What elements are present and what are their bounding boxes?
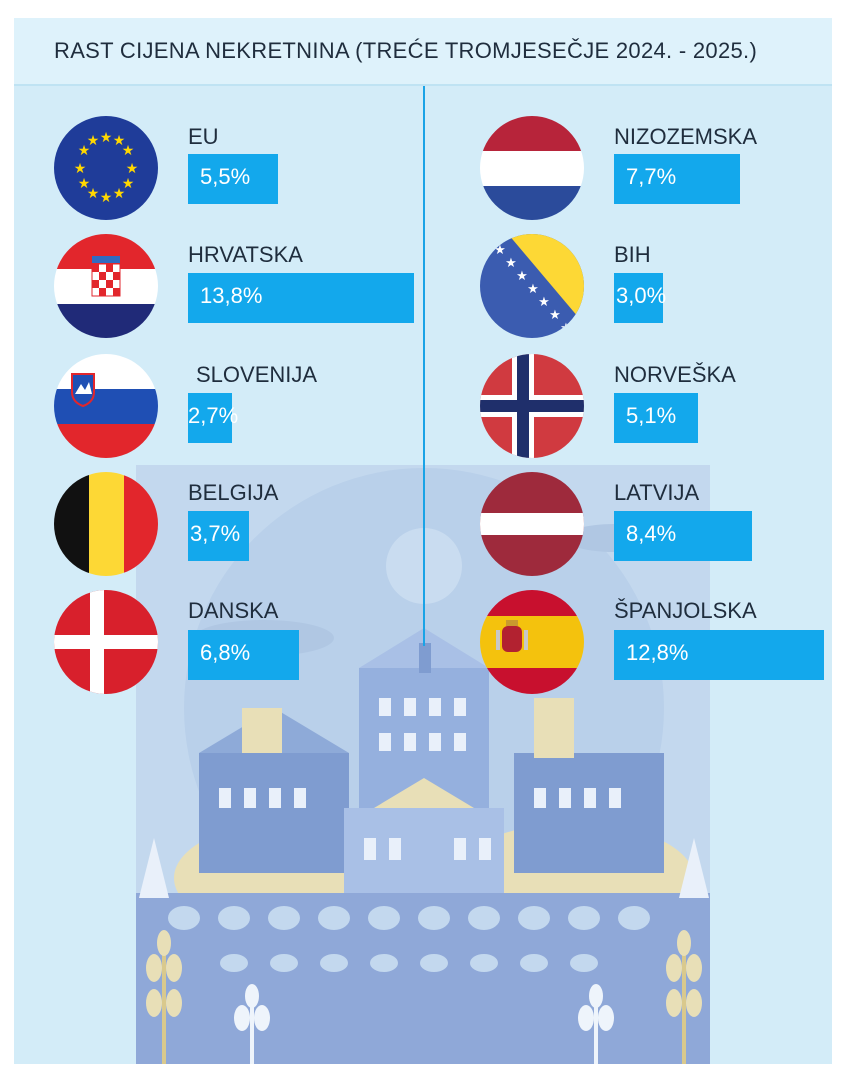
bar-latvija: 8,4% xyxy=(614,511,752,561)
bar-bih: 3,0% xyxy=(614,273,667,323)
svg-text:★: ★ xyxy=(113,133,126,149)
svg-text:★: ★ xyxy=(74,161,87,177)
bar-slovenija: 2,7% xyxy=(188,393,238,443)
svg-text:★: ★ xyxy=(549,308,561,323)
bar-value-norveska: 5,1% xyxy=(626,403,677,428)
country-label-eu: EU xyxy=(188,124,219,149)
bar-belgija: 3,7% xyxy=(188,511,249,561)
bar-nizozemska: 7,7% xyxy=(614,154,740,204)
bar-value-slovenija: 2,7% xyxy=(188,403,239,428)
svg-text:★: ★ xyxy=(538,295,550,310)
denmark-flag-icon xyxy=(54,590,158,694)
spain-flag-icon xyxy=(480,590,584,694)
bar-value-belgija: 3,7% xyxy=(190,521,241,546)
norway-flag-icon xyxy=(480,354,584,458)
bar-value-eu: 5,5% xyxy=(200,164,251,189)
country-label-belgija: BELGIJA xyxy=(188,480,279,505)
croatia-flag-icon xyxy=(54,234,158,338)
chart-title: RAST CIJENA NEKRETNINA (TREĆE TROMJESEČJ… xyxy=(54,38,758,63)
svg-text:★: ★ xyxy=(87,186,100,202)
bar-norveska: 5,1% xyxy=(614,393,698,443)
country-label-norveska: NORVEŠKA xyxy=(614,362,736,387)
svg-text:★: ★ xyxy=(87,133,100,149)
infographic: RAST CIJENA NEKRETNINA (TREĆE TROMJESEČJ… xyxy=(14,18,832,1064)
svg-text:★: ★ xyxy=(126,161,139,177)
svg-text:★: ★ xyxy=(560,321,572,336)
country-label-nizozemska: NIZOZEMSKA xyxy=(614,124,758,149)
latvia-flag-icon xyxy=(480,472,584,576)
bar-value-spanjolska: 12,8% xyxy=(626,640,689,665)
country-label-latvija: LATVIJA xyxy=(614,480,700,505)
country-label-spanjolska: ŠPANJOLSKA xyxy=(614,598,757,623)
svg-text:★: ★ xyxy=(494,243,506,258)
bar-value-hrvatska: 13,8% xyxy=(200,283,263,308)
svg-text:★: ★ xyxy=(516,269,528,284)
belgium-flag-icon xyxy=(54,472,158,576)
country-label-hrvatska: HRVATSKA xyxy=(188,242,303,267)
country-label-bih: BIH xyxy=(614,242,651,267)
svg-text:★: ★ xyxy=(113,186,126,202)
svg-text:★: ★ xyxy=(122,143,135,159)
column-divider xyxy=(423,86,425,646)
bosnia-flag-icon: ★★★★★★★ xyxy=(480,234,584,338)
bar-hrvatska: 13,8% xyxy=(188,273,414,323)
country-label-slovenija: SLOVENIJA xyxy=(196,362,318,387)
netherlands-flag-icon xyxy=(480,116,584,220)
svg-text:★: ★ xyxy=(505,256,517,271)
bar-danska: 6,8% xyxy=(188,630,299,680)
bar-value-bih: 3,0% xyxy=(616,283,667,308)
svg-text:★: ★ xyxy=(122,176,135,192)
bar-value-danska: 6,8% xyxy=(200,640,251,665)
svg-text:★: ★ xyxy=(100,190,113,206)
country-label-danska: DANSKA xyxy=(188,598,279,623)
bar-value-nizozemska: 7,7% xyxy=(626,164,677,189)
bar-value-latvija: 8,4% xyxy=(626,521,677,546)
title-banner: RAST CIJENA NEKRETNINA (TREĆE TROMJESEČJ… xyxy=(14,18,832,86)
svg-text:★: ★ xyxy=(100,130,113,146)
bar-eu: 5,5% xyxy=(188,154,278,204)
svg-text:★: ★ xyxy=(78,143,91,159)
eu-flag-icon: ★ ★★★★★ ★★★★★★ xyxy=(54,116,158,220)
svg-text:★: ★ xyxy=(78,176,91,192)
bar-spanjolska: 12,8% xyxy=(614,630,824,680)
slovenia-flag-icon xyxy=(54,354,158,458)
svg-text:★: ★ xyxy=(527,282,539,297)
